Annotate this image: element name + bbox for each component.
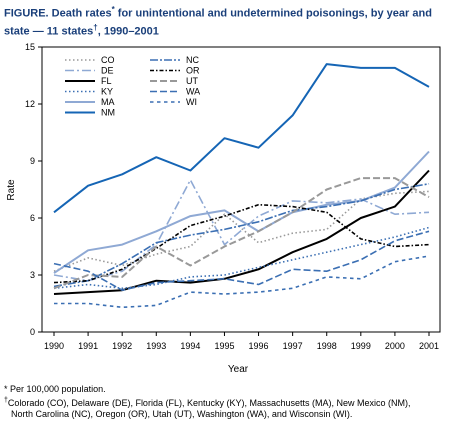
plot-frame — [41, 46, 441, 333]
x-tick-label-1999: 1999 — [351, 341, 371, 351]
x-tick-label-1994: 1994 — [180, 341, 200, 351]
legend-label-co: CO — [101, 55, 115, 65]
x-tick-label-1993: 1993 — [146, 341, 166, 351]
legend-label-nm: NM — [101, 108, 115, 118]
chart-axes: 0 3 6 9 12 15 1990 1991 1992 1993 1994 1995 1996 1997… — [25, 42, 441, 351]
x-tick-label-1990: 1990 — [44, 341, 64, 351]
y-tick-label-0: 0 — [30, 327, 35, 337]
chart-title: FIGURE. Death rates* for unintentional a… — [4, 3, 454, 38]
x-tick-label-1991: 1991 — [78, 341, 98, 351]
x-tick-label-1998: 1998 — [317, 341, 337, 351]
y-axis-label: Rate — [6, 179, 17, 201]
series-line-de — [53, 179, 430, 282]
footnote-states: †Colorado (CO), Delaware (DE), Florida (… — [4, 395, 454, 409]
legend-label-de: DE — [101, 66, 114, 76]
x-tick-label-1997: 1997 — [283, 341, 303, 351]
footnote-states-line-2: North Carolina (NC), Oregon (OR), Utah (… — [11, 409, 353, 419]
y-tick-label-3: 3 — [30, 270, 35, 280]
legend-label-ky: KY — [101, 87, 113, 97]
x-tick-label-2001: 2001 — [419, 341, 439, 351]
series-line-wi — [54, 255, 430, 309]
y-tick-label-12: 12 — [25, 99, 35, 109]
series-line-nm — [53, 63, 430, 214]
legend-label-ma: MA — [101, 97, 115, 107]
x-tick-label-1992: 1992 — [112, 341, 132, 351]
legend-label-ut: UT — [186, 76, 198, 86]
series-line-or — [53, 203, 430, 284]
y-tick-label-9: 9 — [30, 156, 35, 166]
footnotes: * Per 100,000 population. †Colorado (CO)… — [4, 384, 454, 420]
series-line-wa — [53, 230, 430, 292]
legend-label-nc: NC — [186, 55, 199, 65]
legend-label-wi: WI — [186, 97, 197, 107]
legend-label-wa: WA — [186, 87, 200, 97]
title-tail: , 1990–2001 — [97, 25, 159, 38]
x-tick-label-2000: 2000 — [385, 341, 405, 351]
title-footnote-mark-1: * — [111, 5, 115, 14]
legend-label-or: OR — [186, 66, 200, 76]
x-axis-label: Year — [228, 364, 249, 375]
y-tick-label-15: 15 — [25, 42, 35, 52]
footnote-states-line-1: Colorado (CO), Delaware (DE), Florida (F… — [7, 398, 411, 408]
legend-label-fl: FL — [101, 76, 112, 86]
x-tick-label-1996: 1996 — [249, 341, 269, 351]
footnote-states-mark: † — [4, 397, 8, 404]
series-line-nc — [53, 183, 430, 288]
series-line-fl — [53, 169, 430, 295]
x-tick-label-1995: 1995 — [214, 341, 234, 351]
series-line-ma — [53, 150, 430, 274]
series-line-ky — [53, 226, 430, 290]
title-main: FIGURE. Death rates — [4, 7, 112, 20]
title-footnote-mark-2: † — [93, 22, 98, 32]
chart-series-lines — [53, 63, 430, 309]
title-mid: for unintentional and undetermined poiso… — [4, 7, 432, 38]
footnote-per-population: * Per 100,000 population. — [4, 384, 106, 394]
y-tick-label-6: 6 — [30, 213, 35, 223]
series-line-ut — [53, 177, 430, 290]
